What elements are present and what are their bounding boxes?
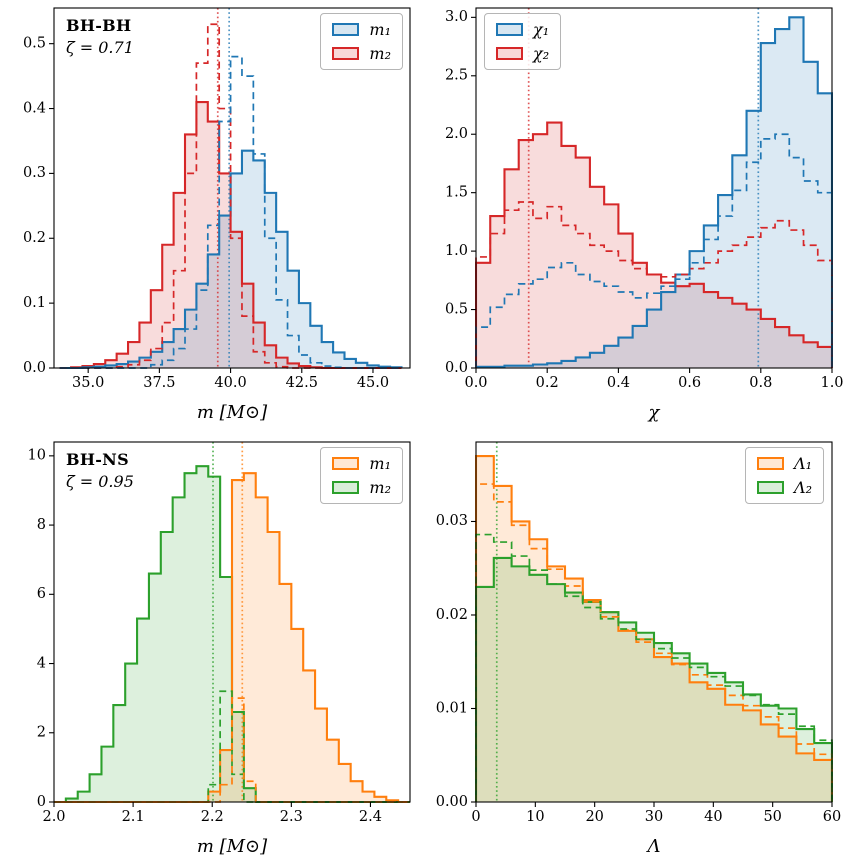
panel-bhns-mass: BH-NS ζ = 0.95 m₁ m₂ m [M⊙] xyxy=(0,434,422,868)
legend-swatch-lambda1 xyxy=(757,457,785,470)
legend: m₁ m₂ xyxy=(320,447,403,504)
legend-entry: Λ₂ xyxy=(757,478,812,497)
legend-swatch-m2 xyxy=(332,47,360,60)
panel-bhbh-spin: χ₁ χ₂ χ xyxy=(422,0,843,434)
legend-swatch-m1 xyxy=(332,457,360,470)
system-type-label: BH-NS xyxy=(66,450,129,469)
panel-annotation: BH-NS ζ = 0.95 xyxy=(66,449,134,494)
system-type-label: BH-BH xyxy=(66,16,132,35)
legend-entry: m₂ xyxy=(332,44,391,63)
legend-label-chi2: χ₂ xyxy=(533,44,550,63)
x-axis-label: m [M⊙] xyxy=(196,402,268,423)
legend-label-lambda2: Λ₂ xyxy=(794,478,812,497)
legend-label-lambda1: Λ₁ xyxy=(794,454,812,473)
zeta-value-label: ζ = 0.95 xyxy=(66,472,134,492)
legend-swatch-m1 xyxy=(332,23,360,36)
legend-entry: m₂ xyxy=(332,478,391,497)
legend-label-m2: m₂ xyxy=(369,478,391,497)
legend: m₁ m₂ xyxy=(320,13,403,70)
legend-label-m1: m₁ xyxy=(369,20,391,39)
legend-entry: Λ₁ xyxy=(757,454,812,473)
legend-entry: m₁ xyxy=(332,20,391,39)
panel-bhns-lambda: Λ₁ Λ₂ Λ xyxy=(422,434,843,868)
panel-bhbh-mass: BH-BH ζ = 0.71 m₁ m₂ m [M⊙] xyxy=(0,0,422,434)
legend-entry: χ₂ xyxy=(496,44,549,63)
panel-annotation: BH-BH ζ = 0.71 xyxy=(66,15,134,60)
legend-swatch-chi1 xyxy=(496,23,523,36)
legend-entry: χ₁ xyxy=(496,20,549,39)
x-axis-label: m [M⊙] xyxy=(196,836,268,857)
legend-label-m1: m₁ xyxy=(369,454,391,473)
legend-label-m2: m₂ xyxy=(369,44,391,63)
legend-swatch-m2 xyxy=(332,481,360,494)
legend: Λ₁ Λ₂ xyxy=(745,447,824,504)
legend-label-chi1: χ₁ xyxy=(533,20,550,39)
legend-swatch-lambda2 xyxy=(757,481,785,494)
legend: χ₁ χ₂ xyxy=(484,13,562,70)
x-axis-label: χ xyxy=(648,402,660,423)
x-axis-label: Λ xyxy=(647,836,661,857)
legend-entry: m₁ xyxy=(332,454,391,473)
zeta-value-label: ζ = 0.71 xyxy=(66,38,134,58)
legend-swatch-chi2 xyxy=(496,47,523,60)
